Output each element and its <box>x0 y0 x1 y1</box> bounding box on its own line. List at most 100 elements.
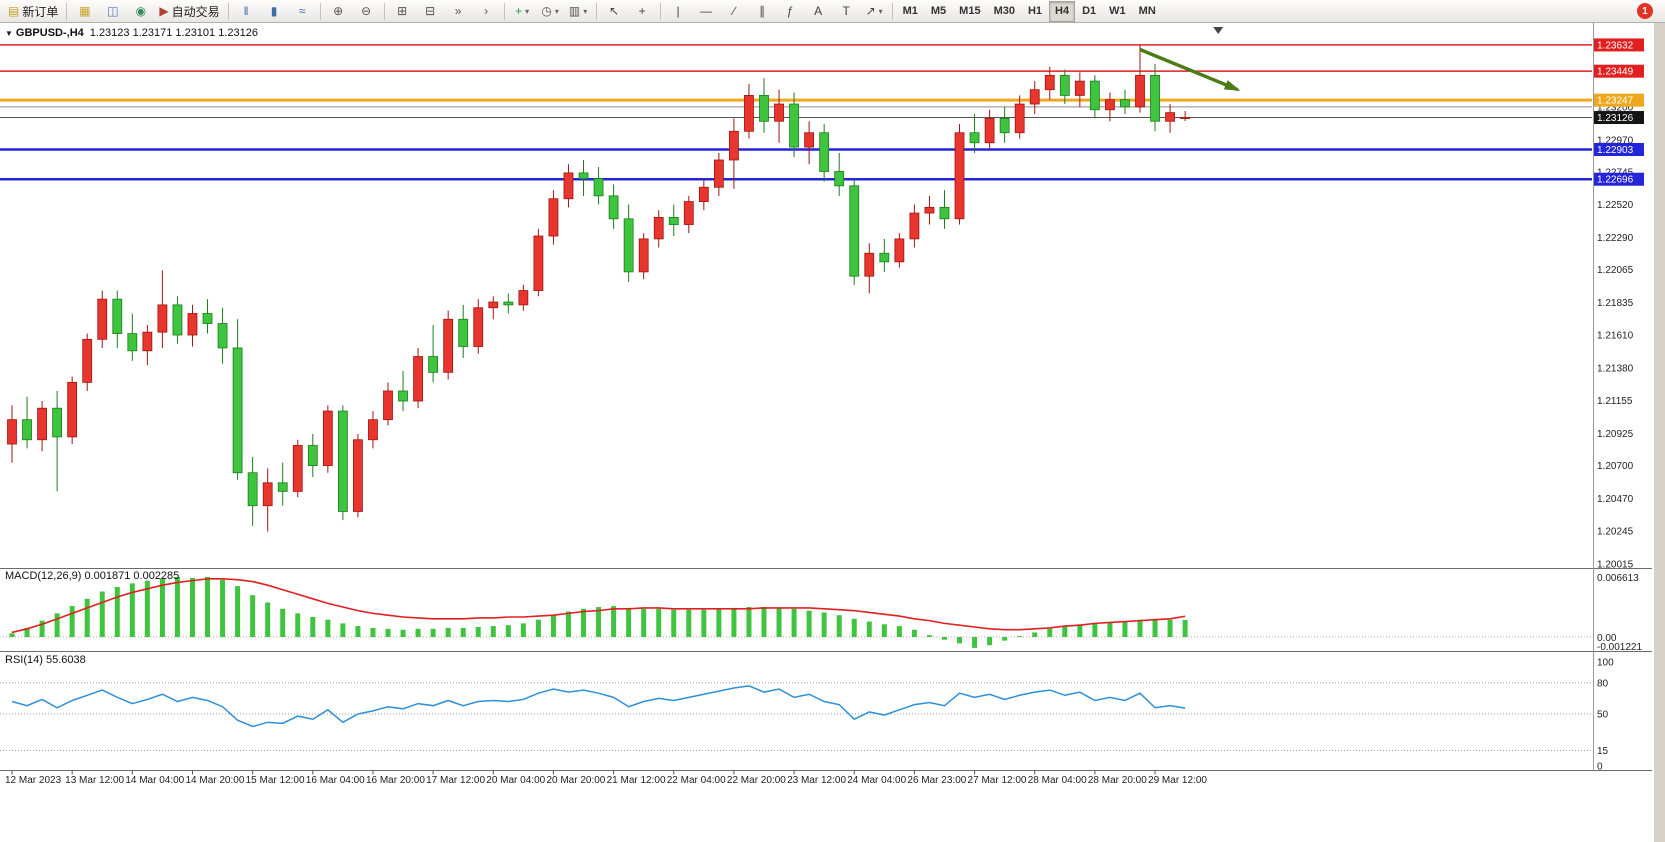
time-axis-label: 14 Mar 04:00 <box>125 775 184 786</box>
chart-shift-marker <box>1213 27 1224 34</box>
candle-body <box>1105 99 1115 111</box>
trendline-button[interactable]: ∕ <box>721 1 748 22</box>
candle-body <box>789 103 799 148</box>
zoom-out-button[interactable]: ⊖ <box>353 1 380 22</box>
price-axis-label: 1.21835 <box>1597 298 1634 309</box>
vertical-line-icon: | <box>676 4 680 18</box>
price-badge <box>1594 143 1644 157</box>
chart-symbol-period: GBPUSD-,H4 <box>15 27 84 39</box>
auto-scroll-button[interactable]: » <box>445 1 472 22</box>
candle-body <box>142 331 153 352</box>
new-order-button[interactable]: ▤ 新订单 <box>4 1 62 22</box>
crosshair-button[interactable]: + <box>629 1 656 22</box>
profiles-button[interactable]: ◫ <box>99 1 126 22</box>
cursor-button[interactable]: ↖ <box>601 1 628 22</box>
templates-button[interactable]: ▥ ▾ <box>565 1 592 22</box>
macd-histogram-bar <box>460 627 466 637</box>
candle-body <box>563 172 574 200</box>
chart-area[interactable]: 1.232001.229701.227451.225201.222901.220… <box>0 23 1665 842</box>
channel-button[interactable]: ∥ <box>749 1 776 22</box>
candle-body <box>353 439 363 512</box>
timeframe-button-mn[interactable]: MN <box>1138 5 1156 17</box>
candle-body <box>623 218 634 273</box>
timeframe-button-d1[interactable]: D1 <box>1082 5 1097 17</box>
timeframe-button-h1[interactable]: H1 <box>1027 5 1043 17</box>
macd-histogram-bar <box>415 628 421 637</box>
timeframe-button-h4[interactable]: H4 <box>1049 0 1076 22</box>
text-button[interactable]: A <box>805 1 832 22</box>
macd-axis-label: -0.001221 <box>1597 642 1642 653</box>
candlestick-chart-button[interactable]: ▮ <box>261 1 288 22</box>
macd-histogram-bar <box>1017 636 1023 637</box>
macd-histogram-bar <box>505 625 511 637</box>
macd-histogram-bar <box>280 608 286 637</box>
macd-histogram-bar <box>987 637 993 646</box>
price-axis-label: 1.20470 <box>1597 494 1634 505</box>
macd-histogram-bar <box>250 595 256 637</box>
macd-histogram-bar <box>791 608 797 637</box>
periods-button[interactable]: ◷ ▾ <box>537 1 564 22</box>
candle-body <box>488 301 499 309</box>
arrows-button[interactable]: ↗ ▾ <box>861 1 888 22</box>
macd-histogram-bar <box>340 623 346 637</box>
macd-histogram-bar <box>746 607 752 637</box>
macd-histogram-bar <box>99 591 105 637</box>
time-axis-label: 20 Mar 04:00 <box>486 775 545 786</box>
price-badge-label: 1.23126 <box>1597 113 1634 124</box>
time-axis-label: 26 Mar 23:00 <box>907 775 966 786</box>
candle-body <box>1089 80 1100 111</box>
candle-body <box>774 103 784 122</box>
macd-histogram-bar <box>295 613 301 637</box>
candle-body <box>127 333 138 352</box>
fibonacci-button[interactable]: ƒ <box>777 1 804 22</box>
market-watch-button[interactable]: ◉ <box>127 1 154 22</box>
candle-body <box>1135 74 1145 108</box>
line-chart-button[interactable]: ≈ <box>289 1 316 22</box>
toolbar-separator <box>319 2 321 20</box>
macd-histogram-bar <box>445 627 451 637</box>
bar-chart-button[interactable]: ‖ <box>233 1 260 22</box>
macd-histogram-bar <box>1002 637 1008 641</box>
timeframe-button-m1[interactable]: M1 <box>902 5 918 17</box>
rsi-axis-label: 15 <box>1597 746 1609 757</box>
candle-body <box>307 445 318 466</box>
window-edge-strip <box>1654 23 1665 842</box>
macd-histogram-bar <box>641 608 647 637</box>
vertical-line-button[interactable]: | <box>665 1 692 22</box>
cascade-windows-icon: ⊟ <box>425 4 436 18</box>
macd-histogram-bar <box>144 580 150 637</box>
macd-histogram-bar <box>866 621 872 637</box>
zoom-in-button[interactable]: ⊕ <box>325 1 352 22</box>
macd-histogram-bar <box>174 577 180 637</box>
notification-badge[interactable]: 1 <box>1637 3 1653 19</box>
auto-trading-button[interactable]: ▶ 自动交易 <box>155 1 223 22</box>
price-badge <box>1594 111 1644 125</box>
macd-histogram-bar <box>39 620 45 637</box>
horizontal-line-button[interactable]: — <box>693 1 720 22</box>
cascade-windows-button[interactable]: ⊟ <box>417 1 444 22</box>
toolbar-separator <box>659 2 661 20</box>
macd-histogram-bar <box>596 607 602 637</box>
price-axis-label: 1.21610 <box>1597 331 1634 342</box>
macd-histogram-bar <box>565 611 571 637</box>
bar-chart-icon: ‖ <box>243 4 249 18</box>
candle-body <box>1029 89 1040 105</box>
timeframe-button-m15[interactable]: M15 <box>959 5 981 17</box>
one-click-trading-expander-icon[interactable]: ▼ <box>5 29 13 38</box>
chart-shift-button[interactable]: › <box>473 1 500 22</box>
timeframe-button-w1[interactable]: W1 <box>1109 5 1126 17</box>
timeframe-button-m5[interactable]: M5 <box>930 5 947 17</box>
macd-histogram-bar <box>1137 619 1143 637</box>
new-order-button-label: 新订单 <box>22 4 59 19</box>
macd-histogram-bar <box>776 607 782 637</box>
text-label-button[interactable]: T <box>833 1 860 22</box>
candle-body <box>683 201 694 225</box>
indicators-button[interactable]: + ▾ <box>509 1 536 22</box>
macd-histogram-bar <box>475 627 481 637</box>
charts-button[interactable]: ▦ <box>71 1 98 22</box>
price-badge-label: 1.23449 <box>1597 67 1634 78</box>
timeframe-button-m30[interactable]: M30 <box>993 5 1015 17</box>
macd-histogram-bar <box>430 628 436 637</box>
tile-windows-button[interactable]: ⊞ <box>389 1 416 22</box>
candle-body <box>578 172 589 180</box>
